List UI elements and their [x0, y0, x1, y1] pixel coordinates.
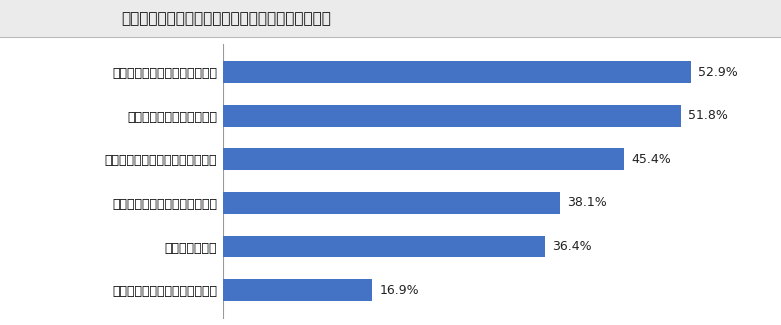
Text: 36.4%: 36.4% [552, 240, 591, 253]
Polygon shape [0, 0, 105, 37]
Text: 52.9%: 52.9% [698, 66, 737, 79]
Bar [223, 192, 560, 214]
Bar [223, 61, 691, 83]
Text: 38.1%: 38.1% [567, 197, 607, 210]
Text: 16.9%: 16.9% [380, 284, 419, 297]
Bar [223, 149, 625, 170]
Text: 45.4%: 45.4% [632, 153, 671, 166]
Text: 51.8%: 51.8% [688, 109, 728, 122]
Text: 地域防災力を高めるために必要な視点（複数回答）: 地域防災力を高めるために必要な視点（複数回答） [121, 11, 331, 26]
Text: 図表15: 図表15 [26, 12, 62, 26]
Bar [223, 279, 373, 301]
Bar [223, 236, 545, 257]
Bar [223, 105, 681, 127]
